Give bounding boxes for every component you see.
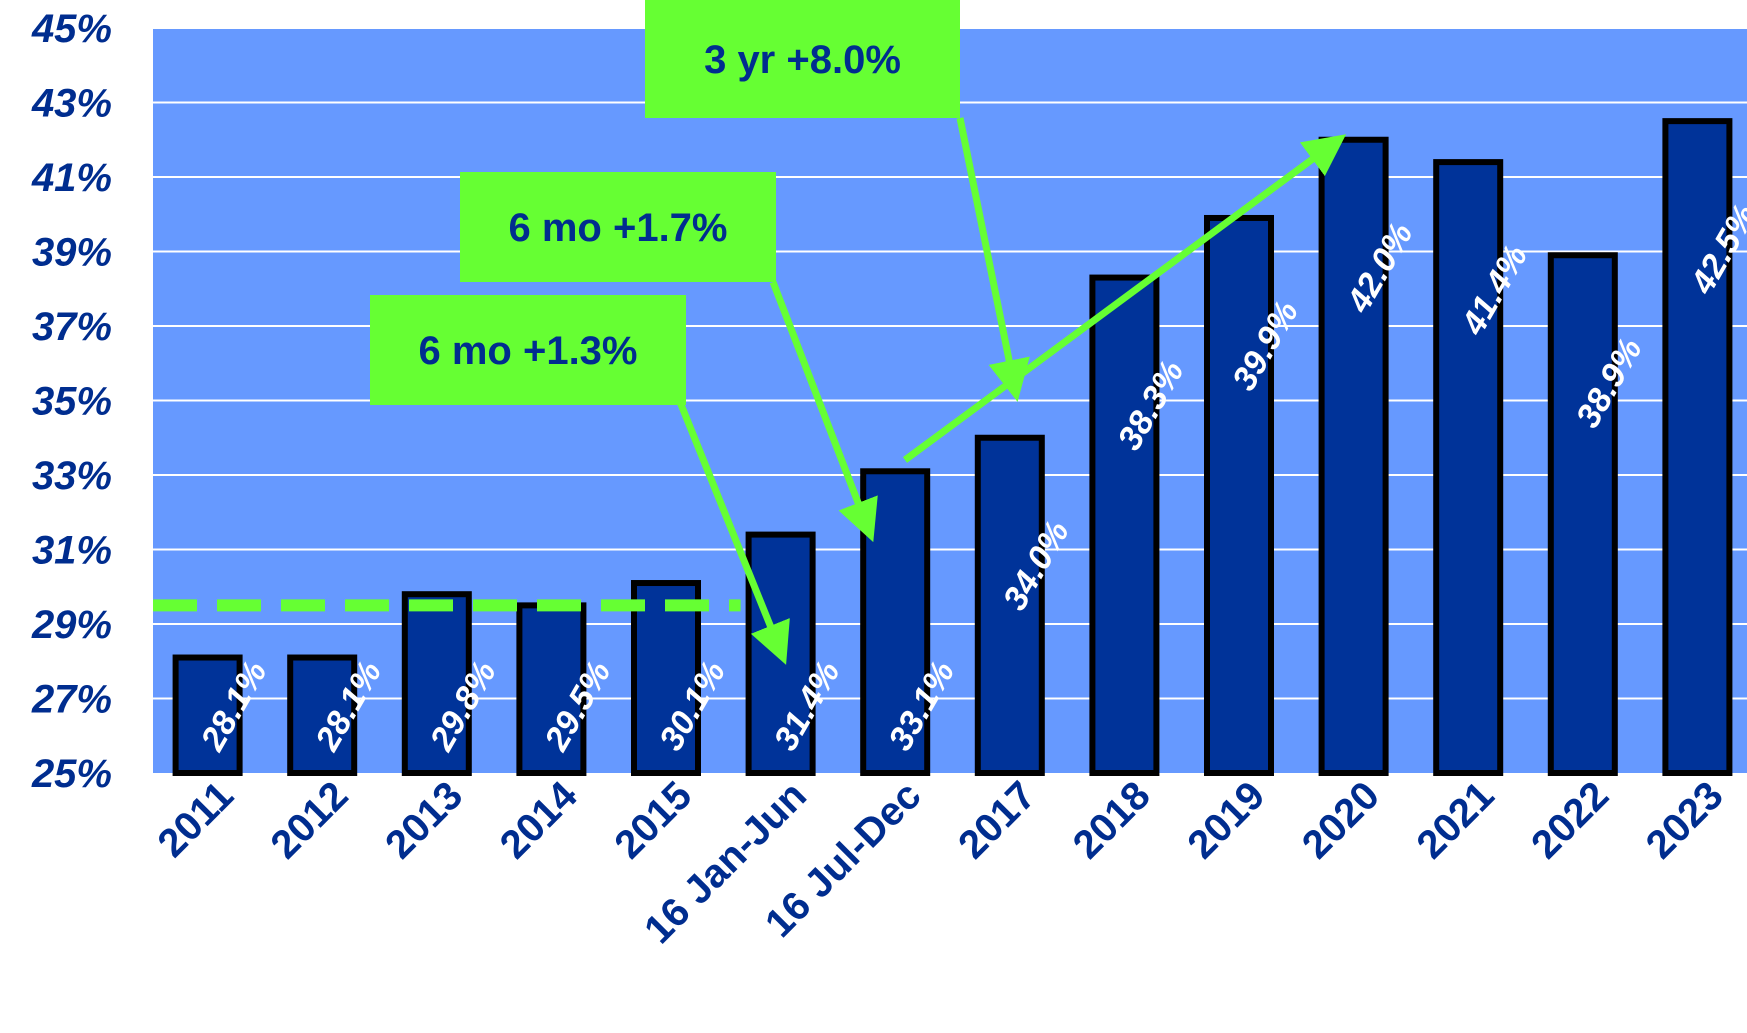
y-tick-label: 29%	[31, 603, 112, 647]
x-tick-label: 2021	[1409, 773, 1503, 867]
y-tick-label: 41%	[31, 156, 112, 200]
y-tick-label: 25%	[31, 752, 112, 796]
x-tick-label: 2011	[149, 773, 241, 865]
y-tick-label: 45%	[31, 7, 112, 51]
x-tick-label: 2020	[1294, 773, 1388, 867]
bar	[631, 580, 701, 777]
bars	[172, 118, 1733, 777]
x-tick-label: 2017	[950, 773, 1044, 867]
bar	[1089, 274, 1160, 776]
callout-box	[645, 0, 960, 118]
bar	[287, 654, 358, 777]
y-tick-label: 35%	[32, 380, 112, 424]
y-tick-label: 39%	[32, 231, 112, 275]
x-tick-label: 2014	[492, 773, 587, 868]
y-tick-label: 33%	[32, 454, 112, 498]
bar	[1204, 214, 1274, 777]
callout-box	[370, 295, 686, 405]
y-tick-label: 37%	[32, 305, 112, 349]
callout-text: 6 mo +1.7%	[508, 206, 727, 250]
bar	[1547, 252, 1618, 777]
bar	[401, 591, 472, 777]
y-tick-label: 43%	[31, 82, 112, 126]
arrows	[676, 117, 1347, 665]
x-tick-label: 2012	[263, 773, 357, 867]
x-tick-label: 2013	[377, 773, 471, 867]
callout-box	[460, 172, 776, 282]
bar	[172, 654, 243, 777]
bar	[1433, 159, 1504, 777]
bar	[1662, 118, 1733, 776]
arrow	[956, 117, 1030, 402]
bar	[1318, 136, 1389, 776]
bar	[516, 602, 587, 776]
x-tick-label: 2023	[1638, 773, 1732, 867]
y-tick-label: 27%	[31, 678, 112, 722]
arrow	[676, 400, 790, 665]
x-tick-label: 2019	[1179, 773, 1273, 867]
y-axis-ticks: 25% 27% 29% 31% 33% 35% 37% 39% 41% 43% 45%	[31, 7, 112, 796]
callout-text: 3 yr +8.0%	[704, 38, 901, 82]
x-tick-label: 2022	[1523, 773, 1617, 867]
y-tick-label: 31%	[32, 529, 112, 573]
arrow	[769, 280, 878, 543]
arrow	[902, 134, 1347, 463]
callouts: 3 yr +8.0% 6 mo +1.7% 6 mo +1.3%	[370, 0, 960, 405]
x-tick-label: 2015	[606, 773, 700, 867]
x-tick-label: 2018	[1065, 773, 1159, 867]
callout-text: 6 mo +1.3%	[418, 329, 637, 373]
bar	[974, 434, 1045, 776]
